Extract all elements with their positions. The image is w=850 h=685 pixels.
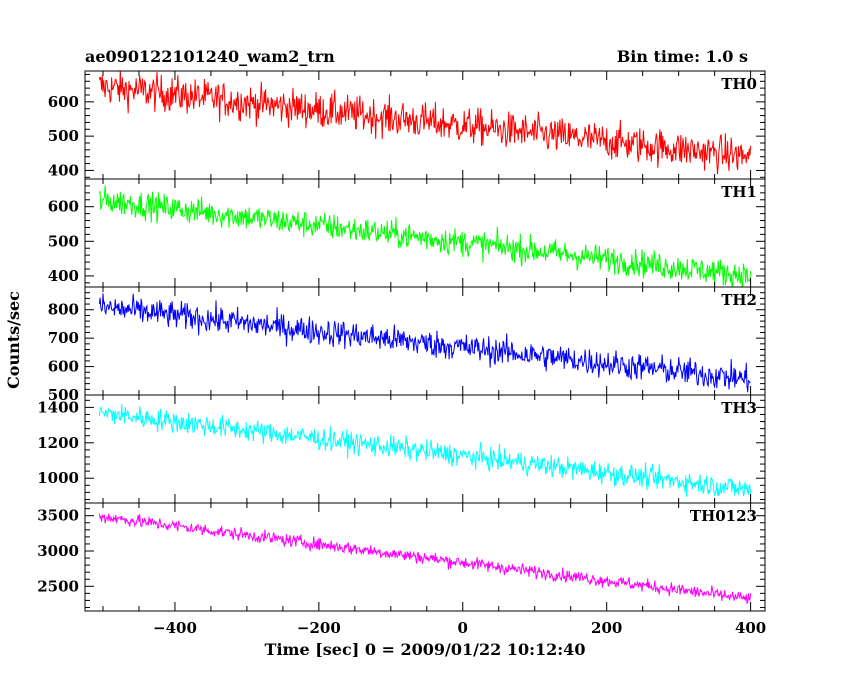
panel-label: TH3 — [721, 399, 757, 417]
y-tick-label: 400 — [48, 161, 79, 179]
y-tick-label: 2500 — [37, 577, 79, 595]
series-line-th2 — [98, 293, 751, 393]
series-line-th3 — [98, 403, 752, 497]
panel-th3: 1000 1200 1400 TH3 — [37, 394, 766, 504]
y-tick-label: 500 — [48, 232, 79, 250]
y-tick-label: 3500 — [37, 507, 79, 525]
panel-th1: 400 500 600 TH1 — [48, 178, 766, 288]
series-line-th0 — [98, 71, 752, 175]
y-tick-label: 1200 — [37, 434, 79, 452]
panel-th0: 400 500 600 TH0 — [48, 70, 766, 180]
y-tick-label: 700 — [48, 329, 79, 347]
y-tick-label: 600 — [48, 358, 79, 376]
y-tick-label: 600 — [48, 198, 79, 216]
x-axis-label: Time [sec] 0 = 2009/01/22 10:12:40 — [265, 640, 586, 659]
y-axis-label: Counts/sec — [4, 291, 23, 389]
y-tick-label: 800 — [48, 301, 79, 319]
y-tick-label: 400 — [48, 267, 79, 285]
panel-label: TH2 — [721, 291, 757, 309]
y-tick-label: 1000 — [37, 469, 79, 487]
panel-group: 400 500 600 TH0 400 500 600 TH1 500 600 700 800 TH2 1… — [37, 70, 766, 612]
x-tick-label: −200 — [297, 619, 341, 637]
x-tick-label: 400 — [735, 619, 766, 637]
y-tick-label: 500 — [48, 386, 79, 404]
y-tick-label: 1400 — [37, 398, 79, 416]
x-tick-labels: −400 −200 0 200 400 — [153, 619, 766, 637]
panel-th2: 500 600 700 800 TH2 — [48, 286, 766, 404]
x-tick-label: 200 — [591, 619, 622, 637]
x-tick-label: −400 — [153, 619, 197, 637]
series-line-th0123 — [98, 513, 752, 604]
y-tick-label: 3000 — [37, 542, 79, 560]
series-line-th1 — [98, 185, 752, 287]
chart-title: ae090122101240_wam2_trn — [85, 47, 335, 66]
panel-frame — [84, 70, 766, 180]
bin-time-label: Bin time: 1.0 s — [617, 47, 748, 66]
panel-th0123: 2500 3000 3500 TH0123 — [37, 502, 766, 612]
x-tick-label: 0 — [458, 619, 468, 637]
panel-label: TH1 — [721, 183, 757, 201]
y-tick-label: 600 — [48, 93, 79, 111]
y-tick-label: 500 — [48, 127, 79, 145]
panel-frame — [84, 502, 766, 612]
panel-label: TH0123 — [690, 507, 757, 525]
panel-label: TH0 — [721, 75, 757, 93]
